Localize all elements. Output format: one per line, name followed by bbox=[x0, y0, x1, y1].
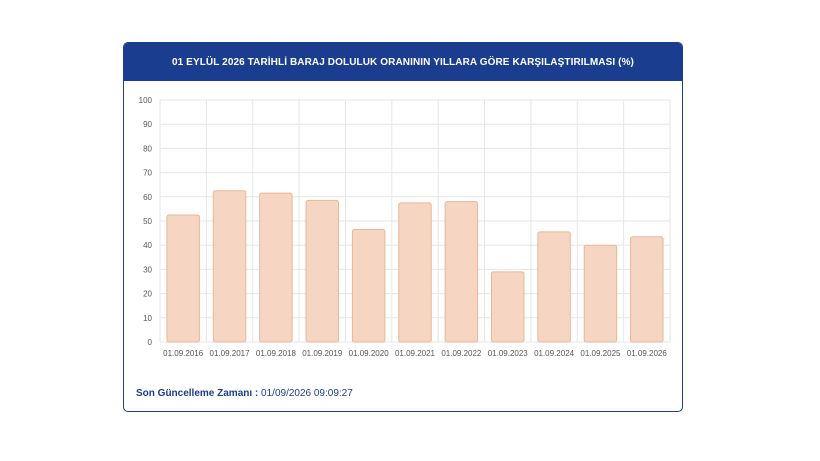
x-tick-label: 01.09.2016 bbox=[163, 349, 204, 358]
x-tick-label: 01.09.2022 bbox=[441, 349, 482, 358]
last-update: Son Güncelleme Zamanı : 01/09/2026 09:09… bbox=[136, 388, 353, 399]
x-axis-ticks: 01.09.2016 01.09.2017 01.09.2018 01.09.2019… bbox=[163, 349, 667, 358]
x-tick-label: 01.09.2023 bbox=[488, 349, 529, 358]
y-tick-label: 60 bbox=[143, 193, 152, 202]
bar-01.09.2026[interactable] bbox=[630, 236, 664, 343]
y-axis-ticks: 0 10 20 30 40 50 60 70 80 90 100 bbox=[139, 96, 153, 347]
x-tick-label: 01.09.2020 bbox=[349, 349, 390, 358]
bars bbox=[166, 190, 664, 343]
y-tick-label: 40 bbox=[143, 241, 152, 250]
last-update-label: Son Güncelleme Zamanı : bbox=[136, 388, 259, 399]
y-tick-label: 50 bbox=[143, 217, 152, 226]
bar-01.09.2025[interactable] bbox=[583, 244, 618, 343]
bar-01.09.2016[interactable] bbox=[166, 214, 200, 343]
bar-01.09.2022[interactable] bbox=[444, 201, 479, 343]
x-tick-label: 01.09.2026 bbox=[627, 349, 668, 358]
bar-01.09.2020[interactable] bbox=[351, 228, 386, 343]
x-tick-label: 01.09.2017 bbox=[210, 349, 251, 358]
bar-01.09.2023[interactable] bbox=[491, 271, 525, 343]
bar-01.09.2021[interactable] bbox=[398, 202, 432, 343]
chart-title: 01 EYLÜL 2026 TARİHLİ BARAJ DOLULUK ORAN… bbox=[124, 43, 682, 81]
y-tick-label: 90 bbox=[143, 120, 152, 129]
y-tick-label: 80 bbox=[143, 144, 152, 153]
y-tick-label: 0 bbox=[148, 338, 153, 347]
x-tick-label: 01.09.2021 bbox=[395, 349, 436, 358]
x-tick-label: 01.09.2024 bbox=[534, 349, 575, 358]
bar-01.09.2024[interactable] bbox=[537, 231, 571, 343]
y-tick-label: 20 bbox=[143, 290, 152, 299]
y-tick-label: 70 bbox=[143, 169, 152, 178]
y-tick-label: 30 bbox=[143, 265, 152, 274]
bar-01.09.2018[interactable] bbox=[259, 192, 293, 343]
x-tick-label: 01.09.2019 bbox=[302, 349, 343, 358]
last-update-value: 01/09/2026 09:09:27 bbox=[258, 388, 353, 399]
y-tick-label: 10 bbox=[143, 314, 152, 323]
x-tick-label: 01.09.2018 bbox=[256, 349, 297, 358]
bar-01.09.2017[interactable] bbox=[212, 190, 247, 343]
x-tick-label: 01.09.2025 bbox=[580, 349, 621, 358]
bar-01.09.2019[interactable] bbox=[305, 199, 339, 343]
y-tick-label: 100 bbox=[139, 96, 153, 105]
chart-card: 01 EYLÜL 2026 TARİHLİ BARAJ DOLULUK ORAN… bbox=[123, 42, 683, 412]
